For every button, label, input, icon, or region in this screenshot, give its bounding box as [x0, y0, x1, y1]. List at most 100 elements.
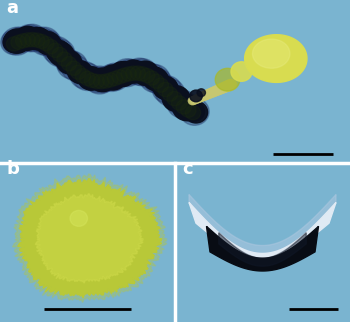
Circle shape — [223, 80, 234, 91]
Circle shape — [73, 63, 102, 90]
Circle shape — [153, 76, 172, 94]
Circle shape — [72, 64, 93, 84]
Circle shape — [168, 91, 190, 112]
Circle shape — [120, 66, 135, 80]
Circle shape — [110, 64, 133, 85]
Circle shape — [89, 67, 117, 93]
Circle shape — [200, 91, 209, 100]
Circle shape — [220, 82, 231, 92]
Circle shape — [148, 74, 164, 89]
Circle shape — [111, 67, 128, 83]
Circle shape — [182, 102, 201, 119]
Circle shape — [141, 67, 165, 88]
Circle shape — [54, 48, 78, 70]
Circle shape — [70, 62, 99, 89]
Circle shape — [52, 47, 68, 62]
Circle shape — [15, 25, 44, 52]
Circle shape — [66, 61, 81, 75]
Polygon shape — [219, 233, 306, 266]
Circle shape — [197, 93, 206, 101]
Circle shape — [48, 42, 72, 64]
Circle shape — [195, 94, 204, 102]
Circle shape — [125, 58, 154, 85]
Circle shape — [28, 29, 51, 50]
Circle shape — [75, 69, 91, 83]
Circle shape — [135, 67, 150, 81]
Circle shape — [185, 106, 201, 120]
Circle shape — [69, 62, 93, 84]
Circle shape — [216, 84, 227, 93]
Circle shape — [225, 79, 237, 90]
Circle shape — [152, 76, 182, 103]
Circle shape — [57, 50, 72, 65]
Circle shape — [186, 104, 201, 118]
Circle shape — [181, 103, 196, 117]
Circle shape — [133, 61, 159, 85]
Circle shape — [49, 43, 74, 66]
Circle shape — [34, 34, 49, 49]
Circle shape — [56, 50, 76, 68]
Circle shape — [13, 32, 30, 47]
Polygon shape — [35, 194, 143, 283]
Circle shape — [167, 90, 197, 118]
Circle shape — [126, 66, 141, 80]
Text: a: a — [6, 0, 18, 17]
Circle shape — [209, 87, 219, 97]
Circle shape — [208, 88, 217, 97]
Circle shape — [100, 69, 120, 88]
Circle shape — [112, 70, 127, 84]
Circle shape — [43, 37, 62, 55]
Circle shape — [174, 96, 196, 117]
Circle shape — [124, 60, 149, 83]
Circle shape — [85, 71, 105, 89]
Circle shape — [121, 62, 142, 82]
Circle shape — [175, 98, 189, 111]
Circle shape — [190, 90, 202, 102]
Circle shape — [162, 87, 178, 101]
Circle shape — [180, 98, 209, 125]
Circle shape — [64, 58, 83, 75]
Circle shape — [153, 77, 178, 99]
Circle shape — [149, 73, 173, 94]
Circle shape — [98, 74, 113, 88]
Circle shape — [14, 27, 38, 50]
Circle shape — [20, 33, 35, 47]
Polygon shape — [189, 203, 336, 258]
Circle shape — [188, 97, 197, 105]
Circle shape — [84, 73, 100, 88]
Circle shape — [107, 71, 122, 86]
Circle shape — [29, 27, 60, 55]
Circle shape — [68, 61, 92, 83]
Circle shape — [25, 27, 49, 50]
Circle shape — [190, 96, 198, 104]
Circle shape — [125, 61, 147, 81]
Circle shape — [128, 59, 157, 86]
Circle shape — [206, 89, 216, 98]
Circle shape — [130, 63, 149, 80]
Circle shape — [66, 60, 84, 76]
Circle shape — [152, 76, 169, 91]
Circle shape — [128, 63, 147, 80]
Circle shape — [161, 84, 186, 107]
Circle shape — [211, 86, 222, 95]
Circle shape — [39, 34, 62, 56]
Text: b: b — [7, 160, 20, 178]
Circle shape — [142, 68, 161, 85]
Circle shape — [147, 71, 168, 91]
Circle shape — [24, 30, 41, 46]
Circle shape — [80, 71, 95, 86]
Polygon shape — [189, 194, 336, 253]
Circle shape — [27, 28, 50, 50]
Circle shape — [130, 66, 146, 80]
Circle shape — [61, 55, 89, 81]
Circle shape — [82, 68, 105, 90]
Circle shape — [196, 93, 205, 102]
Circle shape — [38, 36, 54, 51]
Circle shape — [176, 97, 201, 120]
Circle shape — [132, 64, 150, 80]
Circle shape — [4, 31, 28, 53]
Circle shape — [75, 67, 93, 83]
Text: c: c — [182, 160, 192, 178]
Circle shape — [155, 79, 184, 106]
Circle shape — [140, 64, 170, 92]
